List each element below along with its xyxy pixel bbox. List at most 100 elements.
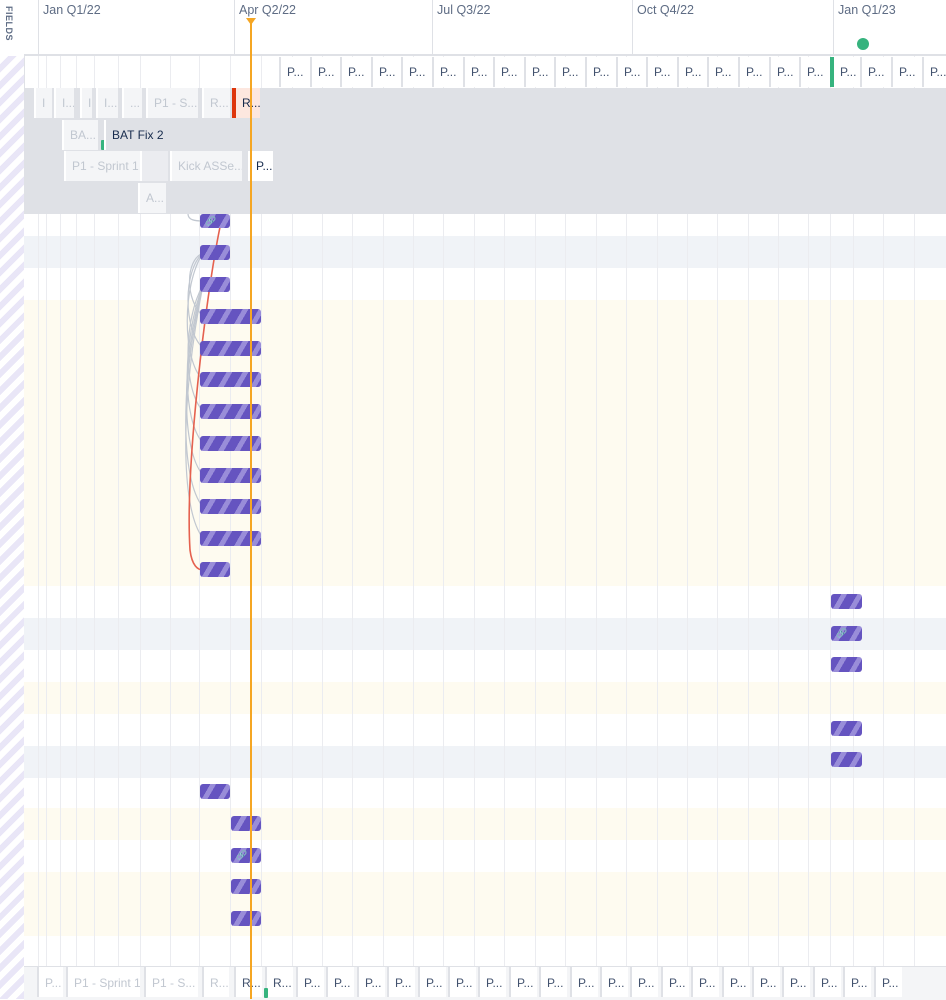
sprint-chip[interactable]: P... <box>509 967 537 997</box>
sprint-chip[interactable]: P... <box>340 57 368 87</box>
sprint-gridline <box>170 56 171 966</box>
sprint-gridline <box>261 56 262 966</box>
sprint-chip[interactable]: P... <box>722 967 750 997</box>
release-chip[interactable]: R... <box>232 88 260 118</box>
task-bar[interactable] <box>200 341 261 356</box>
task-bar[interactable] <box>200 404 261 419</box>
sprint-chip[interactable]: P... <box>326 967 354 997</box>
release-marker[interactable] <box>857 38 869 50</box>
quarter-header: Apr Q2/22 <box>234 0 433 54</box>
row-band <box>24 714 946 746</box>
sprint-gridline <box>626 56 627 966</box>
task-bar[interactable] <box>231 879 261 894</box>
sprint-chip[interactable]: P... <box>600 967 628 997</box>
task-bar[interactable] <box>200 468 261 483</box>
sprint-chip[interactable]: P... <box>310 57 338 87</box>
sprint-chip[interactable]: I... <box>54 88 74 118</box>
quarter-header: Jul Q3/22 <box>432 0 633 54</box>
sprint-chip[interactable]: P... <box>782 967 810 997</box>
task-bar[interactable] <box>200 784 230 799</box>
sprint-chip[interactable]: P1 - Sprint 1 <box>64 151 140 181</box>
sprint-chip[interactable]: P... <box>646 57 674 87</box>
sprint-chip[interactable]: ... <box>122 88 142 118</box>
sprint-chip[interactable]: P... <box>661 967 689 997</box>
today-line <box>250 18 252 999</box>
sprint-chip[interactable]: P... <box>830 57 858 87</box>
task-bar[interactable] <box>231 911 261 926</box>
sprint-chip[interactable]: I <box>34 88 52 118</box>
sprint-chip[interactable]: P... <box>448 967 476 997</box>
sprint-chip[interactable]: P... <box>279 57 307 87</box>
sprint-chip[interactable]: P... <box>616 57 644 87</box>
sprint-chip[interactable]: P... <box>493 57 521 87</box>
sprint-chip[interactable]: R... <box>202 967 229 997</box>
sprint-chip[interactable]: P... <box>37 967 63 997</box>
task-bar[interactable]: 🔗 <box>200 214 230 228</box>
sprint-chip[interactable]: P... <box>371 57 399 87</box>
sprint-chip[interactable]: P... <box>387 967 415 997</box>
sprint-chip[interactable]: R... <box>202 88 230 118</box>
sprint-chip[interactable]: P... <box>585 57 613 87</box>
sprint-chip[interactable]: P... <box>799 57 827 87</box>
sprint-chip[interactable]: P... <box>296 967 324 997</box>
sprint-chip[interactable]: I <box>80 88 92 118</box>
task-bar[interactable] <box>200 245 230 260</box>
task-bar[interactable] <box>200 436 261 451</box>
sprint-gridline <box>853 56 854 966</box>
sprint-chip[interactable]: P... <box>463 57 491 87</box>
sprint-chip[interactable]: P... <box>752 967 780 997</box>
task-bar[interactable]: 🔗 <box>831 626 862 641</box>
sprint-chip[interactable]: P... <box>401 57 429 87</box>
sprint-chip[interactable]: P... <box>478 967 506 997</box>
task-bar[interactable] <box>200 309 261 324</box>
sprint-gridline <box>808 56 809 966</box>
sprint-chip[interactable] <box>140 151 168 181</box>
sprint-chip-bat-fix-2[interactable]: BAT Fix 2 <box>104 120 196 150</box>
sprint-chip[interactable]: P... <box>691 967 719 997</box>
sprint-gridline <box>914 56 915 966</box>
sprint-chip[interactable]: P... <box>554 57 582 87</box>
task-bar[interactable] <box>200 562 230 577</box>
sprint-chip[interactable]: P... <box>357 967 385 997</box>
sprint-chip[interactable]: P... <box>524 57 552 87</box>
sprint-chip[interactable]: P... <box>922 57 946 87</box>
sprint-chip[interactable]: P... <box>891 57 919 87</box>
sprint-chip[interactable]: BA... <box>62 120 98 150</box>
sprint-chip[interactable]: P... <box>707 57 735 87</box>
sprint-chip[interactable]: P... <box>677 57 705 87</box>
sprint-chip[interactable]: P... <box>248 151 273 181</box>
task-bar[interactable] <box>831 657 862 672</box>
sprint-chip[interactable]: R... <box>265 967 293 997</box>
sprint-chip[interactable]: P... <box>630 967 658 997</box>
task-bar[interactable] <box>200 531 261 546</box>
task-bar[interactable] <box>831 594 862 609</box>
task-bar[interactable] <box>831 752 862 767</box>
fields-panel-toggle[interactable]: FIELDS <box>0 0 25 56</box>
sprint-chip[interactable]: P1 - S... <box>144 967 198 997</box>
task-bar[interactable] <box>200 277 230 292</box>
task-bar[interactable]: 🔗 <box>231 848 261 863</box>
task-bar[interactable] <box>231 816 261 831</box>
sprint-chip[interactable]: P... <box>813 967 841 997</box>
sprint-chip[interactable]: P1 - Sprint 1 <box>66 967 140 997</box>
sprint-chip[interactable]: P... <box>418 967 446 997</box>
sprint-chip[interactable]: P... <box>843 967 871 997</box>
sprint-chip[interactable]: P... <box>570 967 598 997</box>
sprint-chip[interactable]: P... <box>539 967 567 997</box>
sprint-chip[interactable]: P... <box>769 57 797 87</box>
sprint-chip[interactable]: R... <box>234 967 262 997</box>
sprint-chip[interactable]: P... <box>432 57 460 87</box>
task-bar[interactable] <box>200 499 261 514</box>
sprint-gridline <box>413 56 414 966</box>
sprint-chip[interactable]: P... <box>860 57 888 87</box>
sprint-chip[interactable]: A... <box>138 183 166 213</box>
sprint-chip[interactable]: Kick ASSe... <box>170 151 242 181</box>
sprint-chip[interactable]: P... <box>874 967 902 997</box>
timeline-header: Jan Q1/22 Apr Q2/22 Jul Q3/22 Oct Q4/22 … <box>24 0 946 56</box>
quarter-header: Jan Q1/23 <box>833 0 946 54</box>
sprint-chip[interactable]: P1 - S... <box>146 88 198 118</box>
task-bar[interactable] <box>200 372 261 387</box>
sprint-chip[interactable]: P... <box>738 57 766 87</box>
task-bar[interactable] <box>831 721 862 736</box>
sprint-chip[interactable]: I... <box>96 88 118 118</box>
